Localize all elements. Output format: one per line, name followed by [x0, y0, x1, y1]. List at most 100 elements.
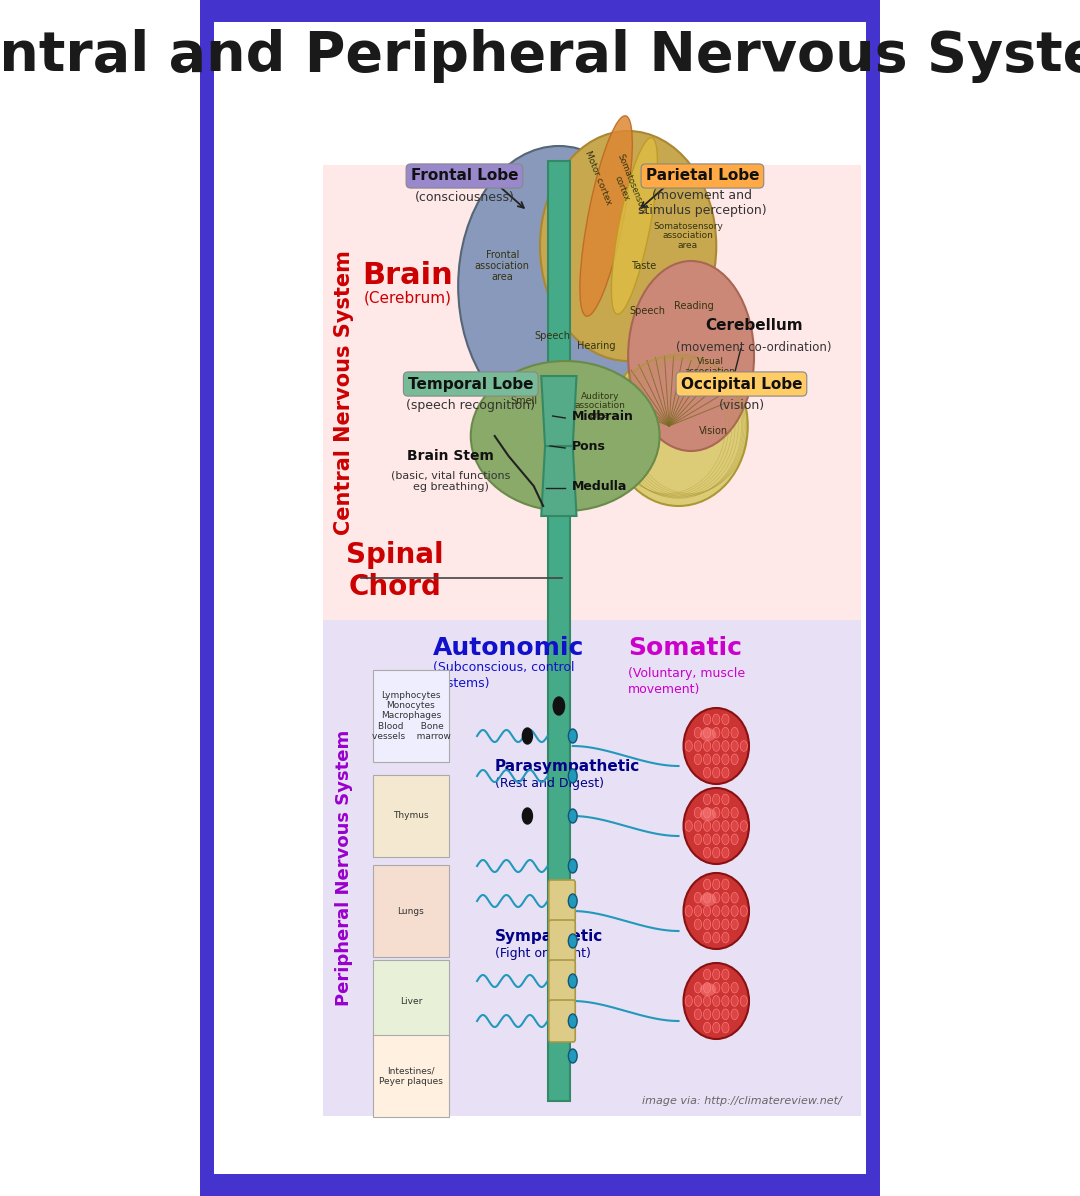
Text: Hearing: Hearing	[578, 341, 616, 350]
Ellipse shape	[721, 1009, 729, 1020]
Ellipse shape	[740, 996, 747, 1006]
Ellipse shape	[703, 892, 711, 903]
Ellipse shape	[713, 807, 720, 818]
Ellipse shape	[721, 969, 729, 980]
Polygon shape	[541, 446, 577, 515]
Ellipse shape	[703, 847, 711, 858]
Bar	[548, 161, 570, 1102]
Circle shape	[568, 808, 577, 823]
FancyBboxPatch shape	[373, 1035, 449, 1117]
Ellipse shape	[694, 892, 702, 903]
Ellipse shape	[694, 982, 702, 993]
Text: (speech recognition): (speech recognition)	[406, 399, 536, 413]
Ellipse shape	[694, 740, 702, 751]
Ellipse shape	[694, 834, 702, 844]
Text: Vision: Vision	[699, 426, 728, 437]
Ellipse shape	[609, 346, 747, 506]
FancyBboxPatch shape	[373, 670, 449, 762]
Ellipse shape	[721, 982, 729, 993]
Text: Thymus: Thymus	[393, 812, 429, 820]
Text: Frontal Lobe: Frontal Lobe	[410, 169, 518, 183]
Ellipse shape	[731, 1009, 739, 1020]
Ellipse shape	[731, 807, 739, 818]
Ellipse shape	[685, 820, 692, 831]
Circle shape	[568, 893, 577, 908]
Ellipse shape	[629, 261, 754, 451]
Ellipse shape	[703, 905, 711, 916]
Ellipse shape	[721, 768, 729, 777]
Ellipse shape	[713, 847, 720, 858]
Ellipse shape	[713, 820, 720, 831]
Text: Parasympathetic: Parasympathetic	[495, 758, 640, 774]
Text: Spinal
Chord: Spinal Chord	[347, 541, 444, 602]
Ellipse shape	[458, 146, 660, 426]
Ellipse shape	[703, 714, 711, 725]
Ellipse shape	[684, 963, 750, 1039]
Ellipse shape	[721, 740, 729, 751]
Circle shape	[568, 1049, 577, 1063]
Ellipse shape	[700, 808, 716, 822]
Ellipse shape	[731, 727, 739, 738]
Circle shape	[568, 769, 577, 783]
Text: Auditory
association
area: Auditory association area	[575, 392, 625, 420]
Text: (Subconscious, control
systems): (Subconscious, control systems)	[433, 661, 575, 690]
Text: Sympathetic: Sympathetic	[495, 928, 603, 944]
Ellipse shape	[685, 905, 692, 916]
Ellipse shape	[703, 820, 711, 831]
FancyBboxPatch shape	[549, 880, 576, 922]
Text: Cerebellum: Cerebellum	[705, 318, 802, 334]
Ellipse shape	[721, 1023, 729, 1033]
Ellipse shape	[611, 138, 658, 315]
Ellipse shape	[703, 807, 711, 818]
Ellipse shape	[721, 892, 729, 903]
Ellipse shape	[580, 116, 632, 316]
Circle shape	[568, 934, 577, 948]
Ellipse shape	[713, 1023, 720, 1033]
Ellipse shape	[731, 996, 739, 1006]
Circle shape	[568, 859, 577, 873]
FancyBboxPatch shape	[549, 1000, 576, 1042]
Ellipse shape	[703, 753, 711, 764]
Text: (Rest and Digest): (Rest and Digest)	[495, 776, 604, 789]
Ellipse shape	[713, 794, 720, 805]
Text: Lungs: Lungs	[397, 907, 424, 915]
Ellipse shape	[703, 794, 711, 805]
Ellipse shape	[721, 905, 729, 916]
Ellipse shape	[721, 919, 729, 929]
Ellipse shape	[713, 768, 720, 777]
Ellipse shape	[713, 879, 720, 890]
Ellipse shape	[731, 834, 739, 844]
Ellipse shape	[713, 932, 720, 942]
Text: (basic, vital functions
eg breathing): (basic, vital functions eg breathing)	[391, 470, 510, 492]
Ellipse shape	[703, 1023, 711, 1033]
Ellipse shape	[731, 740, 739, 751]
Ellipse shape	[721, 996, 729, 1006]
Text: Occipital Lobe: Occipital Lobe	[680, 377, 802, 391]
Ellipse shape	[471, 361, 660, 511]
Ellipse shape	[713, 982, 720, 993]
Ellipse shape	[731, 982, 739, 993]
Ellipse shape	[713, 996, 720, 1006]
Ellipse shape	[713, 1009, 720, 1020]
Ellipse shape	[721, 879, 729, 890]
Text: Visual
association
area: Visual association area	[685, 356, 735, 385]
Ellipse shape	[713, 740, 720, 751]
Ellipse shape	[694, 1009, 702, 1020]
Text: Somatosensory
association
area: Somatosensory association area	[653, 221, 723, 250]
Ellipse shape	[694, 919, 702, 929]
FancyBboxPatch shape	[549, 960, 576, 1002]
FancyBboxPatch shape	[373, 865, 449, 957]
Ellipse shape	[703, 834, 711, 844]
Text: Central and Peripheral Nervous System: Central and Peripheral Nervous System	[0, 29, 1080, 83]
Ellipse shape	[721, 807, 729, 818]
Ellipse shape	[713, 919, 720, 929]
Ellipse shape	[694, 727, 702, 738]
Text: Lymphocytes
Monocytes
Macrophages
Blood      Bone
vessels    marrow: Lymphocytes Monocytes Macrophages Blood …	[372, 691, 450, 742]
Text: (vision): (vision)	[718, 399, 765, 413]
Text: (movement and
stimulus perception): (movement and stimulus perception)	[638, 189, 767, 216]
Ellipse shape	[694, 753, 702, 764]
Text: Central Nervous System: Central Nervous System	[334, 251, 353, 536]
Ellipse shape	[740, 905, 747, 916]
Ellipse shape	[684, 788, 750, 864]
Ellipse shape	[685, 996, 692, 1006]
